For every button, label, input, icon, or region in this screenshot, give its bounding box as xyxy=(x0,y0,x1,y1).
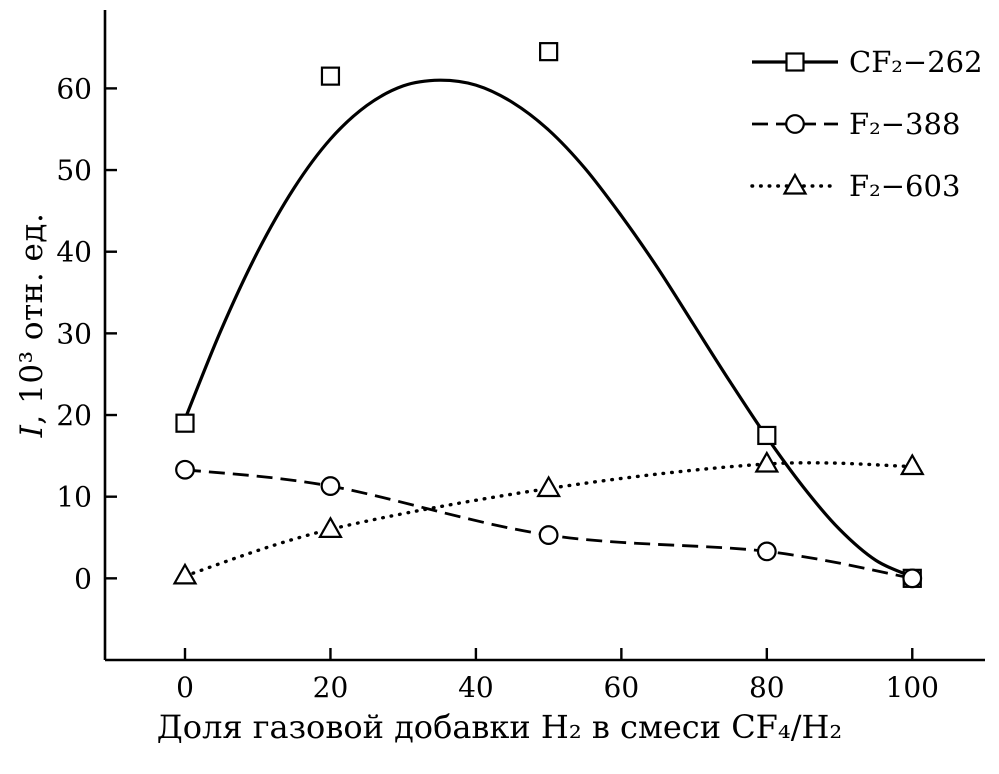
x-tick-label: 80 xyxy=(749,671,785,704)
square-marker xyxy=(785,52,805,72)
x-tick-label: 20 xyxy=(313,671,349,704)
triangle-marker xyxy=(899,453,925,476)
square-marker xyxy=(320,66,341,86)
circle-marker xyxy=(902,568,923,589)
y-tick-label: 30 xyxy=(56,317,92,350)
legend-item-label-1: F₂−388 xyxy=(849,107,960,141)
triangle-marker xyxy=(782,172,808,195)
x-axis-title: Доля газовой добавки H₂ в смеси CF₄/H₂ xyxy=(156,708,843,746)
square-marker xyxy=(757,425,777,446)
x-tick-label: 60 xyxy=(604,671,640,704)
x-tick-label: 40 xyxy=(458,671,494,704)
y-tick-label: 60 xyxy=(56,72,92,105)
series-line-2 xyxy=(183,461,914,578)
circle-marker xyxy=(756,541,777,562)
x-tick-label: 0 xyxy=(176,671,194,704)
y-tick-label: 20 xyxy=(56,399,92,432)
triangle-marker xyxy=(318,516,343,538)
legend-item-label-0: CF₂−262 xyxy=(849,45,983,79)
series-line-0 xyxy=(183,78,913,579)
y-axis-units: , 10³ отн. ед. xyxy=(14,212,50,425)
y-tick-label: 40 xyxy=(56,236,92,269)
circle-marker xyxy=(175,459,195,480)
y-axis-variable: I xyxy=(14,424,50,438)
circle-marker xyxy=(320,476,341,496)
y-tick-label: 0 xyxy=(74,562,92,595)
square-marker xyxy=(175,413,195,433)
circle-marker xyxy=(785,114,805,134)
triangle-marker xyxy=(754,450,780,473)
triangle-marker xyxy=(536,475,562,498)
legend-item-label-2: F₂−603 xyxy=(849,169,960,203)
y-tick-label: 10 xyxy=(56,481,92,514)
x-tick-label: 100 xyxy=(886,671,939,704)
triangle-marker xyxy=(172,562,198,585)
y-tick-label: 50 xyxy=(56,154,92,187)
y-axis-title: I, 10³ отн. ед. xyxy=(14,213,50,438)
square-marker xyxy=(539,42,559,62)
circle-marker xyxy=(538,525,559,545)
